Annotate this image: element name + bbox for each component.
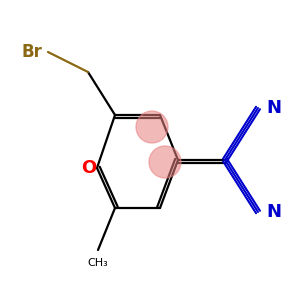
Text: CH₃: CH₃: [88, 258, 108, 268]
Text: N: N: [266, 203, 281, 221]
Text: N: N: [266, 99, 281, 117]
Text: O: O: [81, 159, 97, 177]
Circle shape: [149, 146, 181, 178]
Text: Br: Br: [21, 43, 42, 61]
Circle shape: [136, 111, 168, 143]
